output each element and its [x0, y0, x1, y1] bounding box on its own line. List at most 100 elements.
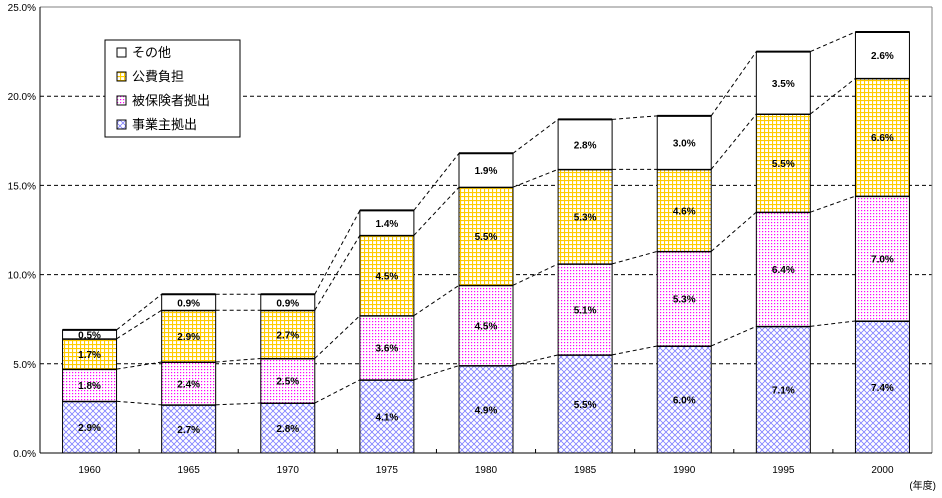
bar-segment-0	[359, 379, 415, 454]
x-tick-label: 2000	[871, 465, 894, 476]
data-label: 5.5%	[475, 232, 498, 243]
bar-segment-2	[656, 168, 712, 252]
legend-swatch-icon	[116, 47, 127, 58]
connector-line	[810, 77, 856, 115]
x-tick-label: 1965	[178, 465, 201, 476]
bar-segment-2	[458, 186, 514, 286]
y-tick-label: 15.0%	[8, 181, 36, 192]
connector-line	[116, 309, 162, 340]
bar-segment-2	[161, 309, 217, 363]
x-tick-label: 1995	[772, 465, 795, 476]
connector-line	[810, 195, 856, 213]
connector-line	[314, 210, 361, 295]
data-label: 2.7%	[276, 330, 299, 341]
bar-segment-2	[557, 168, 613, 265]
data-label: 2.9%	[78, 423, 101, 434]
bar-segment-2	[359, 234, 415, 317]
bar-segment-2	[755, 113, 811, 213]
y-tick-label: 20.0%	[8, 92, 36, 103]
legend-item-label: 事業主拠出	[132, 117, 197, 132]
data-label: 1.9%	[475, 166, 498, 177]
bar-segment-3	[359, 209, 415, 236]
bar-segment-0	[854, 320, 910, 454]
connector-line	[810, 31, 856, 53]
data-label: 4.6%	[673, 206, 696, 217]
data-label: 2.6%	[871, 51, 894, 62]
connector-line	[413, 186, 460, 236]
connector-line	[116, 400, 162, 406]
y-tick-label: 0.0%	[13, 449, 36, 460]
bar-segment-2	[62, 338, 118, 370]
data-label: 5.5%	[772, 159, 795, 170]
data-label: 4.5%	[475, 321, 498, 332]
data-label: 1.8%	[78, 381, 101, 392]
connector-line	[413, 284, 460, 317]
data-label: 0.9%	[276, 298, 299, 309]
connector-line	[314, 379, 361, 404]
connector-line	[611, 250, 658, 265]
legend-item-label: 被保険者拠出	[132, 93, 210, 108]
data-label: 6.4%	[772, 265, 795, 276]
connector-line	[612, 345, 658, 356]
connector-line	[413, 152, 460, 211]
data-label: 4.1%	[375, 412, 398, 423]
bar-segment-0	[260, 402, 316, 454]
connector-line	[215, 357, 261, 363]
data-label: 3.0%	[673, 139, 696, 150]
bar-segment-1	[359, 315, 415, 381]
series-connector-lines	[116, 31, 856, 406]
data-label: 3.6%	[375, 344, 398, 355]
data-label: 7.1%	[772, 386, 795, 397]
connector-line	[413, 365, 460, 381]
connector-line	[116, 293, 162, 331]
bar-segment-0	[161, 404, 217, 454]
connector-line	[215, 402, 261, 406]
axes: 0.0% 5.0% 10.0% 15.0% 20.0% 25.0% 1960 1965 1970…	[8, 3, 933, 476]
data-label: 2.9%	[177, 332, 200, 343]
data-label: 7.4%	[871, 383, 894, 394]
data-label: 2.5%	[276, 377, 299, 388]
bar-segment-2	[854, 77, 910, 197]
connector-line	[710, 51, 757, 117]
y-tick-label: 5.0%	[13, 360, 36, 371]
legend-item-label: 公費負担	[132, 69, 184, 84]
bar-segment-0	[755, 325, 811, 454]
data-label: 1.4%	[375, 219, 398, 230]
bars: 2.9% 1.8% 1.7% 0.5% 2.7% 2.4% 2.9% 0.9% 2.8% 2.5%…	[62, 30, 910, 454]
bar-segment-1	[62, 368, 118, 402]
x-axis-label: (年度)	[909, 479, 936, 492]
x-tick-label: 1985	[574, 465, 597, 476]
connector-line	[810, 320, 856, 327]
connector-line	[710, 211, 757, 252]
connector-line	[512, 263, 559, 286]
x-tick-label: 1960	[78, 465, 101, 476]
connector-line	[612, 115, 658, 120]
x-tick-label: 1970	[277, 465, 300, 476]
data-label: 5.3%	[673, 295, 696, 306]
data-label: 7.0%	[871, 255, 894, 266]
data-label: 2.4%	[177, 379, 200, 390]
bar-segment-0	[458, 365, 514, 454]
connector-line	[711, 325, 757, 347]
bar-segment-0	[62, 400, 118, 454]
bar-segment-0	[656, 345, 712, 454]
data-label: 2.7%	[177, 425, 200, 436]
bar-segment-3	[656, 115, 712, 170]
data-label: 0.9%	[177, 298, 200, 309]
x-tick-label: 1975	[376, 465, 399, 476]
bar-segment-1	[260, 357, 316, 404]
data-label: 1.7%	[78, 350, 101, 361]
legend-swatch-icon	[116, 95, 127, 106]
bar-segment-1	[656, 250, 712, 347]
data-label: 5.5%	[574, 400, 597, 411]
data-label: 6.6%	[871, 133, 894, 144]
bar-segment-0	[557, 354, 613, 454]
data-label: 6.0%	[673, 395, 696, 406]
connector-line	[116, 361, 162, 370]
data-label: 5.1%	[574, 305, 597, 316]
bar-segment-1	[161, 361, 217, 406]
y-tick-label: 10.0%	[8, 271, 36, 282]
data-label: 4.5%	[375, 271, 398, 282]
